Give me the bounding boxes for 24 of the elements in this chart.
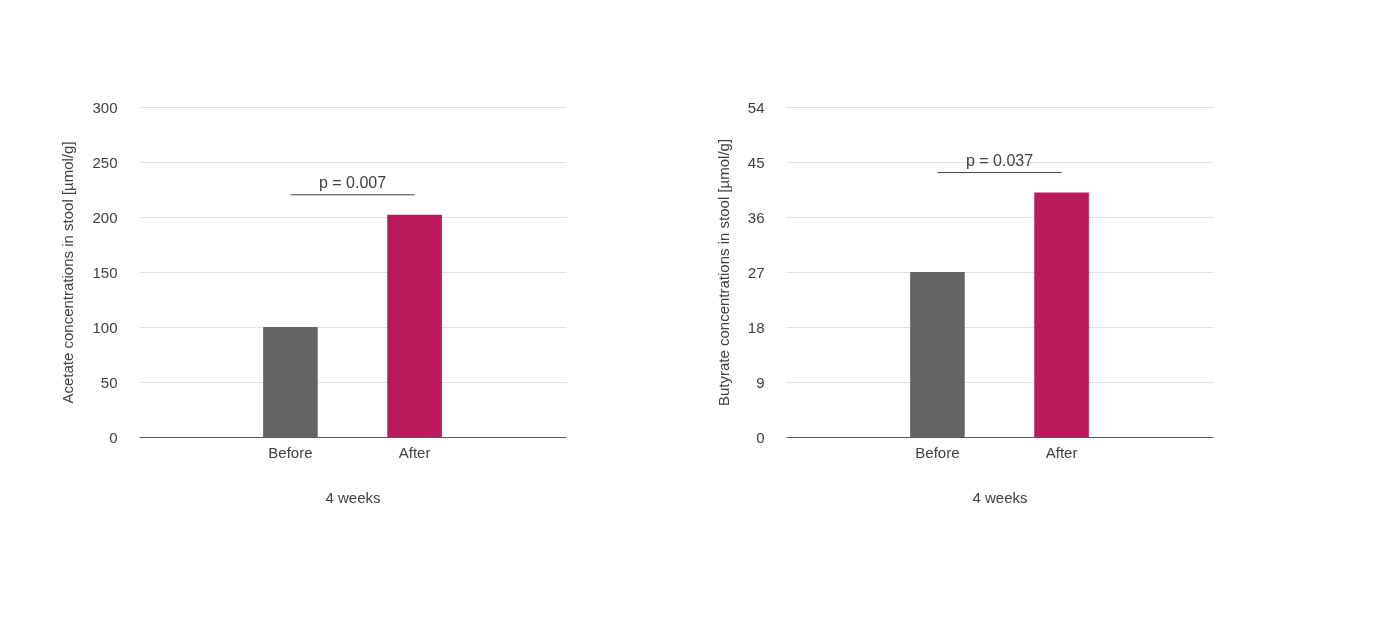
y-tick-label: 0 [109,428,118,446]
y-tick-label: 100 [92,318,118,336]
x-axis-title: 4 weeks [325,488,381,506]
y-tick-label: 27 [747,263,765,281]
y-tick-label: 9 [756,373,765,391]
x-tick-label: After [1045,443,1078,461]
x-axis-title: 4 weeks [972,488,1028,506]
y-tick-label: 50 [100,373,118,391]
y-tick-label: 45 [747,153,765,171]
y-axis-title: Acetate concentrations in stool [µmol/g] [59,141,77,404]
y-tick-label: 54 [747,98,765,116]
x-tick-label: Before [268,443,313,461]
y-tick-label: 18 [747,318,765,336]
x-tick-label: After [398,443,431,461]
x-tick-label: Before [915,443,960,461]
y-tick-label: 200 [92,208,118,226]
y-axis-title: Butyrate concentrations in stool [µmol/g] [714,138,732,407]
annotation: p = 0.037 [965,151,1034,169]
y-tick-label: 150 [92,263,118,281]
annotation: p = 0.007 [318,173,387,191]
y-tick-label: 300 [92,98,118,116]
y-tick-label: 250 [92,153,118,171]
y-tick-label: 36 [747,208,765,226]
y-tick-label: 0 [756,428,765,446]
